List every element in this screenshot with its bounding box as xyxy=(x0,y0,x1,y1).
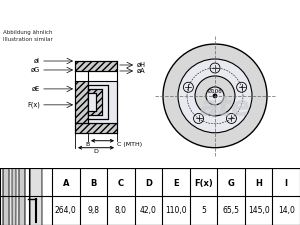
Circle shape xyxy=(237,82,247,92)
Text: øG: øG xyxy=(31,67,40,73)
Circle shape xyxy=(12,68,16,225)
Circle shape xyxy=(213,94,217,98)
Text: Abbildung ähnlich
Illustration similar: Abbildung ähnlich Illustration similar xyxy=(3,30,53,42)
Text: F(x): F(x) xyxy=(27,102,40,108)
Bar xyxy=(88,93,96,111)
Text: øE: øE xyxy=(32,86,40,92)
Text: C (MTH): C (MTH) xyxy=(117,142,142,147)
Circle shape xyxy=(163,44,267,148)
Text: 410250: 410250 xyxy=(196,8,244,20)
Circle shape xyxy=(9,0,19,225)
Bar xyxy=(75,81,88,123)
Text: øA: øA xyxy=(137,68,146,74)
Text: C: C xyxy=(118,179,124,188)
Text: 14,0: 14,0 xyxy=(278,206,295,215)
Text: Ø106: Ø106 xyxy=(208,88,222,93)
Text: D: D xyxy=(145,179,152,188)
Text: 8,0: 8,0 xyxy=(115,206,127,215)
Text: 9,8: 9,8 xyxy=(87,206,99,215)
Text: øI: øI xyxy=(34,58,40,64)
Text: 264,0: 264,0 xyxy=(55,206,77,215)
Circle shape xyxy=(3,0,25,225)
Circle shape xyxy=(206,87,224,105)
Circle shape xyxy=(194,113,203,124)
Text: H: H xyxy=(255,179,262,188)
Text: 145,0: 145,0 xyxy=(248,206,269,215)
Circle shape xyxy=(178,59,252,133)
Text: I: I xyxy=(285,179,288,188)
Text: øH: øH xyxy=(137,62,146,68)
Text: 110,0: 110,0 xyxy=(165,206,187,215)
Bar xyxy=(88,85,108,119)
Bar xyxy=(88,89,102,115)
Circle shape xyxy=(30,0,42,225)
Text: E: E xyxy=(173,179,179,188)
Text: 42,0: 42,0 xyxy=(140,206,157,215)
Text: ate: ate xyxy=(200,94,251,122)
Bar xyxy=(88,81,117,123)
Bar xyxy=(75,61,117,71)
Text: A: A xyxy=(62,179,69,188)
Text: G: G xyxy=(228,179,235,188)
Text: B: B xyxy=(86,142,90,147)
Circle shape xyxy=(210,63,220,73)
Text: F(x): F(x) xyxy=(194,179,213,188)
Circle shape xyxy=(226,113,236,124)
Bar xyxy=(75,123,117,133)
Circle shape xyxy=(183,82,194,92)
Text: B: B xyxy=(90,179,97,188)
Circle shape xyxy=(195,76,235,116)
Text: 5: 5 xyxy=(201,206,206,215)
Text: 24.0110-0250.1: 24.0110-0250.1 xyxy=(49,8,161,20)
Text: 65,5: 65,5 xyxy=(223,206,240,215)
Text: D: D xyxy=(94,149,98,154)
